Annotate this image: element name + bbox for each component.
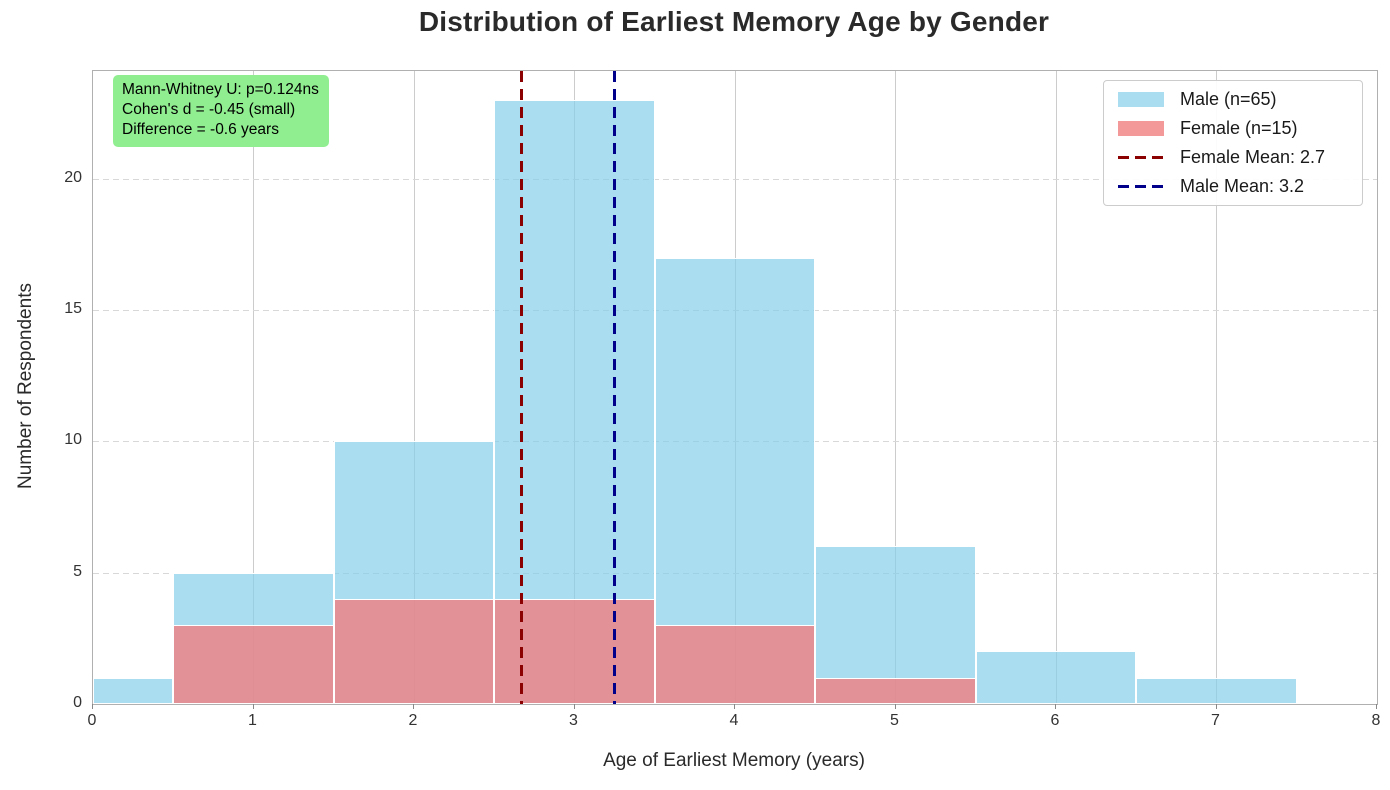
chart-title: Distribution of Earliest Memory Age by G…	[418, 6, 1050, 37]
female-bar	[654, 625, 816, 704]
legend-dashed-line-swatch	[1118, 184, 1164, 189]
female-bar	[815, 677, 976, 704]
x-tick-mark	[1376, 704, 1377, 709]
y-tick-label: 0	[73, 694, 82, 711]
legend-item: Female Mean: 2.7	[1104, 143, 1362, 172]
legend: Male (n=65) Female (n=15) Female Mean: 2.7…	[1103, 80, 1363, 206]
y-axis-label: Number of Respondents	[15, 283, 36, 489]
x-tick-mark	[1055, 704, 1056, 709]
vertical-gridline	[895, 71, 896, 704]
y-tick-label: 15	[64, 300, 82, 318]
x-tick-label: 8	[1371, 712, 1381, 729]
female-mean-line	[519, 71, 524, 704]
legend-label: Female (n=15)	[1180, 118, 1298, 138]
vertical-gridline	[1216, 71, 1217, 704]
male-bar	[975, 651, 1137, 704]
legend-label: Male (n=65)	[1180, 89, 1277, 109]
female-bar	[494, 598, 655, 704]
x-axis-label: Age of Earliest Memory (years)	[603, 750, 865, 771]
x-tick-label: 4	[729, 712, 739, 729]
x-tick-mark	[894, 704, 896, 709]
stats-annotation-box: Mann-Whitney U: p=0.124ns Cohen's d = -0…	[113, 75, 329, 147]
vertical-gridline	[1055, 71, 1057, 704]
x-tick-mark	[1215, 704, 1217, 709]
x-tick-mark	[734, 704, 735, 709]
x-tick-mark	[252, 704, 254, 709]
x-tick-label: 0	[87, 712, 97, 729]
male-mean-line	[612, 71, 617, 704]
legend-item: Male (n=65)	[1104, 85, 1362, 114]
vertical-gridline	[413, 71, 415, 704]
female-bar	[173, 625, 334, 704]
legend-label: Male Mean: 3.2	[1180, 176, 1305, 196]
x-tick-mark	[413, 704, 414, 709]
y-tick-label: 10	[64, 431, 82, 449]
legend-color-patch	[1118, 120, 1164, 137]
x-tick-label: 1	[248, 712, 257, 729]
male-bar	[93, 677, 174, 704]
y-tick-label: 5	[73, 562, 82, 580]
x-tick-label: 6	[1050, 712, 1060, 729]
legend-color-patch	[1118, 91, 1164, 108]
annotation-line: Cohen's d = -0.45 (small)	[122, 101, 296, 118]
legend-dashed-line-swatch	[1118, 155, 1164, 160]
legend-item: Female (n=15)	[1104, 114, 1362, 143]
y-tick-label: 20	[64, 168, 82, 186]
vertical-gridline	[253, 71, 254, 704]
legend-label: Female Mean: 2.7	[1180, 147, 1326, 167]
x-tick-label: 3	[569, 712, 578, 729]
x-tick-mark	[92, 704, 93, 709]
x-tick-label: 2	[408, 712, 418, 729]
x-tick-mark	[573, 704, 575, 709]
annotation-line: Difference = -0.6 years	[122, 121, 279, 138]
x-tick-label: 5	[890, 712, 899, 729]
x-tick-label: 7	[1211, 712, 1220, 729]
female-bar	[333, 598, 495, 704]
horizontal-gridline	[93, 178, 1377, 180]
male-bar	[1136, 677, 1297, 704]
annotation-line: Mann-Whitney U: p=0.124ns	[122, 81, 319, 98]
legend-item: Male Mean: 3.2	[1104, 172, 1362, 201]
